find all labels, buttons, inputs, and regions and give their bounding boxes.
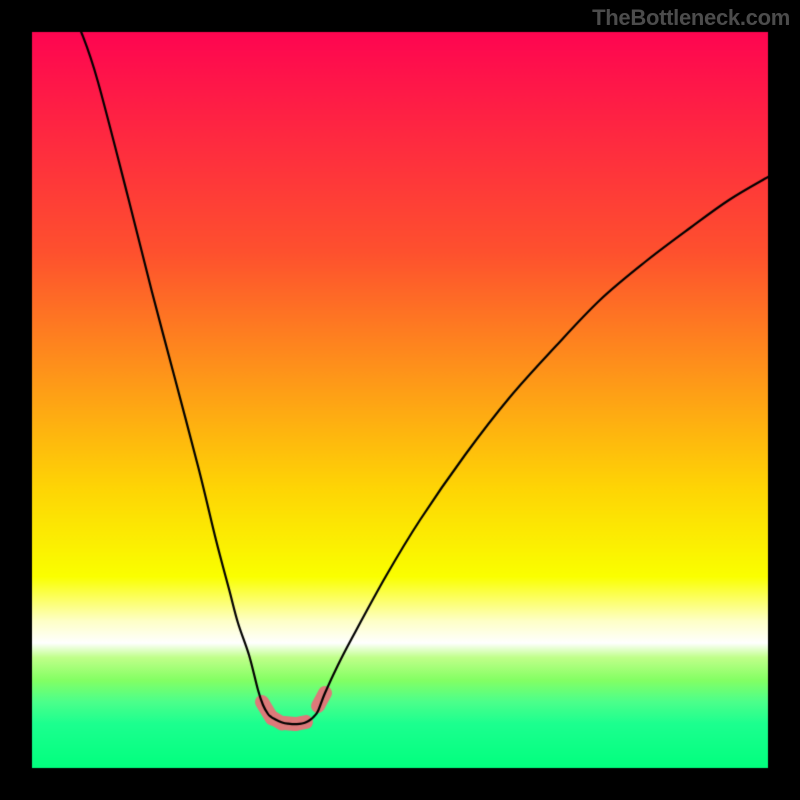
bottleneck-curve-chart <box>0 0 800 800</box>
watermark-label: TheBottleneck.com <box>592 5 790 31</box>
chart-stage: TheBottleneck.com <box>0 0 800 800</box>
